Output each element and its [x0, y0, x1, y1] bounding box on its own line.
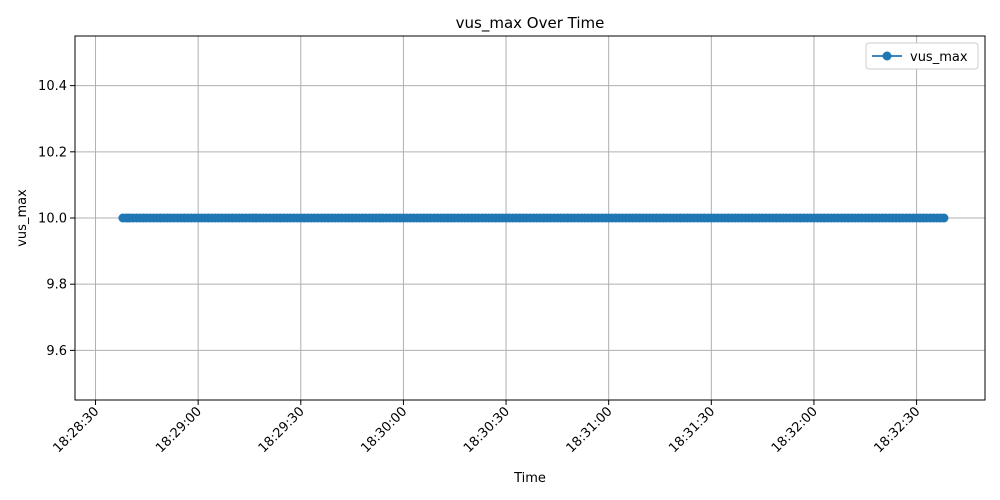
legend-marker [882, 51, 892, 61]
chart-title: vus_max Over Time [456, 14, 605, 33]
legend-label: vus_max [910, 50, 968, 65]
x-axis-label: Time [513, 471, 546, 486]
y-tick-label: 9.8 [46, 278, 67, 293]
y-tick-label: 10.2 [38, 145, 67, 160]
y-tick-label: 10.4 [38, 79, 67, 94]
y-tick-label: 9.6 [46, 344, 67, 359]
series-layer [118, 213, 949, 223]
y-axis-label: vus_max [15, 189, 30, 247]
data-point [939, 213, 949, 223]
grid-layer [75, 36, 985, 400]
y-tick-label: 10.0 [38, 212, 67, 227]
legend: vus_max [865, 42, 979, 70]
legend-box [865, 42, 979, 70]
